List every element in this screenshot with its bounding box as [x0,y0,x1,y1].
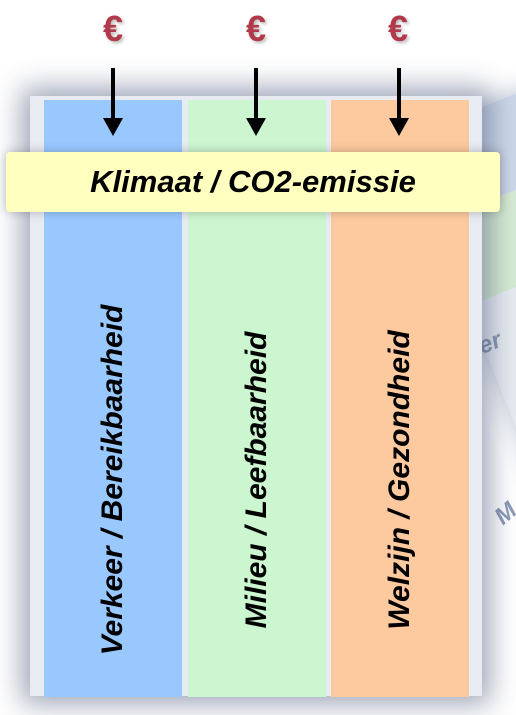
column-label-milieu: Milieu / Leefbaarheid [240,331,273,629]
euro-icon: € [245,8,267,49]
down-arrow-icon [389,68,409,136]
down-arrow-icon [103,68,123,136]
background-text-fragment: M [489,496,516,531]
column-label-verkeer: Verkeer / Bereikbaarheid [96,304,129,656]
euro-icon: € [387,8,409,49]
banner-title: Klimaat / CO2-emissie [90,164,416,199]
down-arrow-icon [246,68,266,136]
euro-icon: € [102,8,124,49]
climate-banner: Klimaat / CO2-emissie [6,152,500,212]
column-label-welzijn: Welzijn / Gezondheid [383,330,416,630]
